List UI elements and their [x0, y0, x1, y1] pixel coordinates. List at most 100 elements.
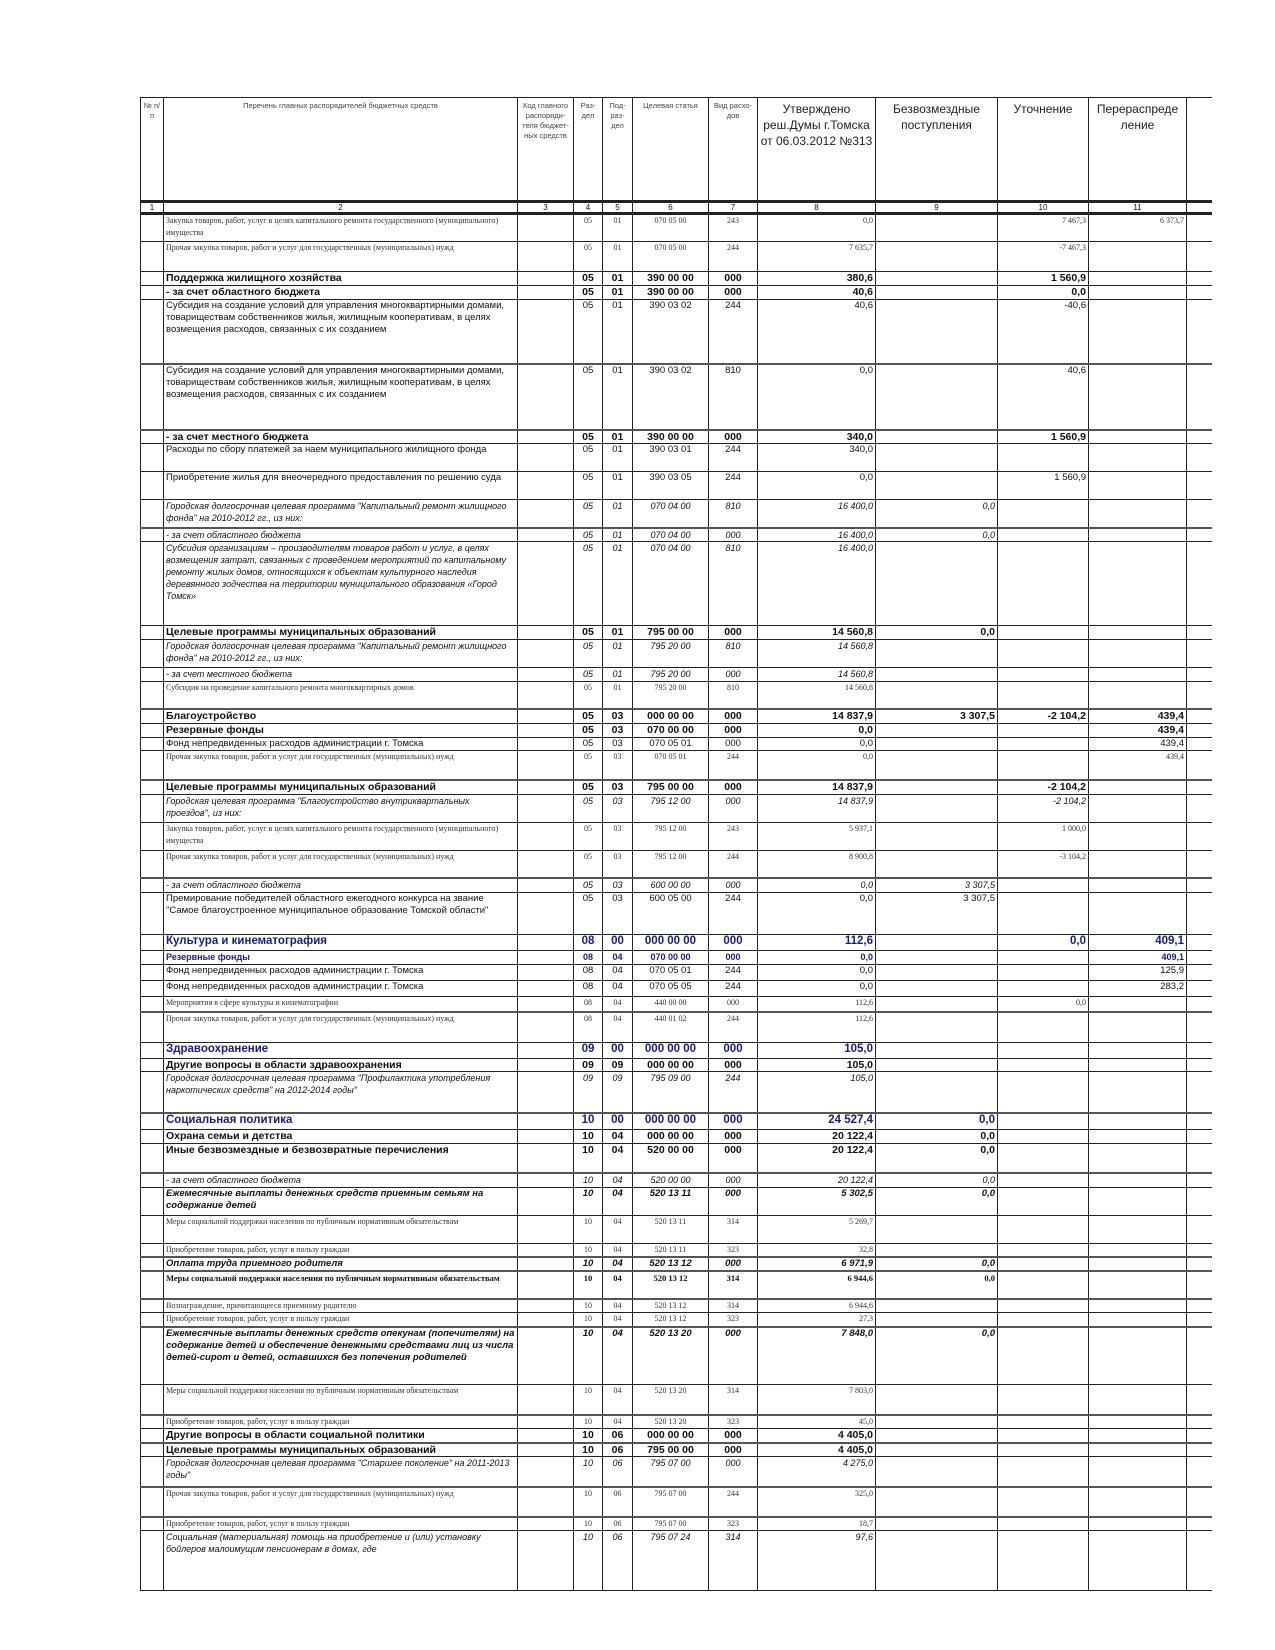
approved-amount: 18,7: [757, 1515, 876, 1531]
table-row: Социальная (материальная) помощь на прио…: [140, 1530, 1212, 1591]
subsection-code: 06: [602, 1515, 633, 1531]
section-code: 10: [573, 1128, 603, 1144]
extra-cell: [1186, 1112, 1212, 1130]
grants-amount: 0,0: [875, 1325, 998, 1385]
section-code: 05: [573, 540, 603, 626]
clarification-amount: [997, 540, 1089, 626]
clarification-amount: [997, 1011, 1089, 1043]
table-row: Премирование победителей областного ежег…: [140, 891, 1212, 935]
expense-type: 243: [708, 821, 758, 851]
manager-code: [517, 1384, 574, 1415]
row-number: [140, 1041, 164, 1059]
manager-code: [517, 1070, 574, 1114]
grants-amount: [875, 362, 998, 430]
table-row: Городская долгосрочная целевая программа…: [140, 499, 1212, 528]
table-row: Иные безвозмездные и безвозвратные переч…: [140, 1142, 1212, 1174]
grants-amount: [875, 1298, 998, 1313]
section-code: 09: [573, 1041, 603, 1059]
table-row: Поддержка жилищного хозяйства 05 01 390 00 …: [140, 271, 1212, 286]
grants-amount: [875, 213, 998, 242]
expense-type: 000: [708, 428, 758, 444]
redistribution-amount: [1088, 1312, 1187, 1327]
redistribution-amount: [1088, 624, 1187, 640]
subsection-code: 04: [602, 995, 633, 1013]
approved-amount: 5 937,1: [757, 821, 876, 851]
clarification-amount: [997, 1142, 1089, 1174]
approved-amount: 32,8: [757, 1242, 876, 1258]
header-col-extra: [1186, 97, 1212, 202]
approved-amount: 112,6: [757, 995, 876, 1013]
manager-code: [517, 362, 574, 430]
manager-code: [517, 285, 574, 300]
table-row: Прочая закупка товаров, работ и услуг дл…: [140, 749, 1212, 781]
manager-code: [517, 471, 574, 500]
subsection-code: 03: [602, 793, 633, 823]
grants-amount: [875, 285, 998, 300]
approved-amount: 14 560,8: [757, 638, 876, 668]
header-col-clarification: Уточнение: [997, 97, 1089, 202]
budget-table: № п/п Перечень главных распорядителей бюд…: [140, 97, 1212, 1591]
expense-type: 000: [708, 793, 758, 823]
row-number: [140, 428, 164, 444]
row-number: [140, 1112, 164, 1130]
table-row: Меры социальной поддержки населения по п…: [140, 1214, 1212, 1244]
redistribution-amount: [1088, 271, 1187, 286]
grants-amount: [875, 299, 998, 364]
grants-amount: [875, 271, 998, 286]
section-code: 10: [573, 1485, 603, 1517]
target-article: 390 03 02: [632, 362, 709, 430]
grants-amount: [875, 933, 998, 951]
expense-type: 314: [708, 1214, 758, 1244]
approved-amount: 5 269,7: [757, 1214, 876, 1244]
table-row: - за счет местного бюджета 05 01 390 00 00 0…: [140, 428, 1212, 444]
row-number: [140, 624, 164, 640]
table-row: Социальная политика 10 00 000 00 00 000 24 52…: [140, 1112, 1212, 1130]
section-code: 10: [573, 1298, 603, 1313]
clarification-amount: [997, 1242, 1089, 1258]
item-name: Меры социальной поддержки населения по п…: [163, 1384, 518, 1415]
extra-cell: [1186, 891, 1212, 935]
table-row: Оплата труда приемного родителя 10 04 520 1…: [140, 1256, 1212, 1272]
approved-amount: 20 122,4: [757, 1142, 876, 1174]
clarification-amount: [997, 1515, 1089, 1531]
item-name: Другие вопросы в области здравоохранения: [163, 1057, 518, 1072]
section-code: 05: [573, 471, 603, 500]
table-row: Субсидия на создание условий для управле…: [140, 362, 1212, 430]
target-article: 520 13 20: [632, 1413, 709, 1429]
manager-code: [517, 1515, 574, 1531]
section-code: 05: [573, 749, 603, 781]
expense-type: 244: [708, 749, 758, 781]
redistribution-amount: 439,4: [1088, 749, 1187, 781]
clarification-amount: [997, 499, 1089, 528]
subsection-code: 04: [602, 1384, 633, 1415]
clarification-amount: [997, 979, 1089, 997]
section-code: 10: [573, 1428, 603, 1443]
extra-cell: [1186, 299, 1212, 364]
approved-amount: 14 560,8: [757, 624, 876, 640]
manager-code: [517, 540, 574, 626]
approved-amount: 97,6: [757, 1530, 876, 1591]
extra-cell: [1186, 1384, 1212, 1415]
expense-type: 244: [708, 299, 758, 364]
subsection-code: 00: [602, 1041, 633, 1059]
column-number-col-subsection: 5: [602, 200, 633, 215]
subsection-code: 01: [602, 213, 633, 242]
extra-cell: [1186, 1298, 1212, 1313]
section-code: 08: [573, 949, 603, 965]
grants-amount: [875, 1530, 998, 1591]
target-article: 795 07 24: [632, 1530, 709, 1591]
row-number: [140, 933, 164, 951]
manager-code: [517, 213, 574, 242]
extra-cell: [1186, 285, 1212, 300]
item-name: Субсидия на создание условий для управле…: [163, 362, 518, 430]
section-code: 10: [573, 1270, 603, 1300]
manager-code: [517, 299, 574, 364]
redistribution-amount: [1088, 1298, 1187, 1313]
clarification-amount: [997, 1186, 1089, 1216]
subsection-code: 00: [602, 1112, 633, 1130]
subsection-code: 01: [602, 362, 633, 430]
expense-type: 810: [708, 499, 758, 528]
item-name: Мероприятия в сфере культуры и кинематог…: [163, 995, 518, 1013]
row-number: [140, 793, 164, 823]
approved-amount: 4 405,0: [757, 1441, 876, 1457]
